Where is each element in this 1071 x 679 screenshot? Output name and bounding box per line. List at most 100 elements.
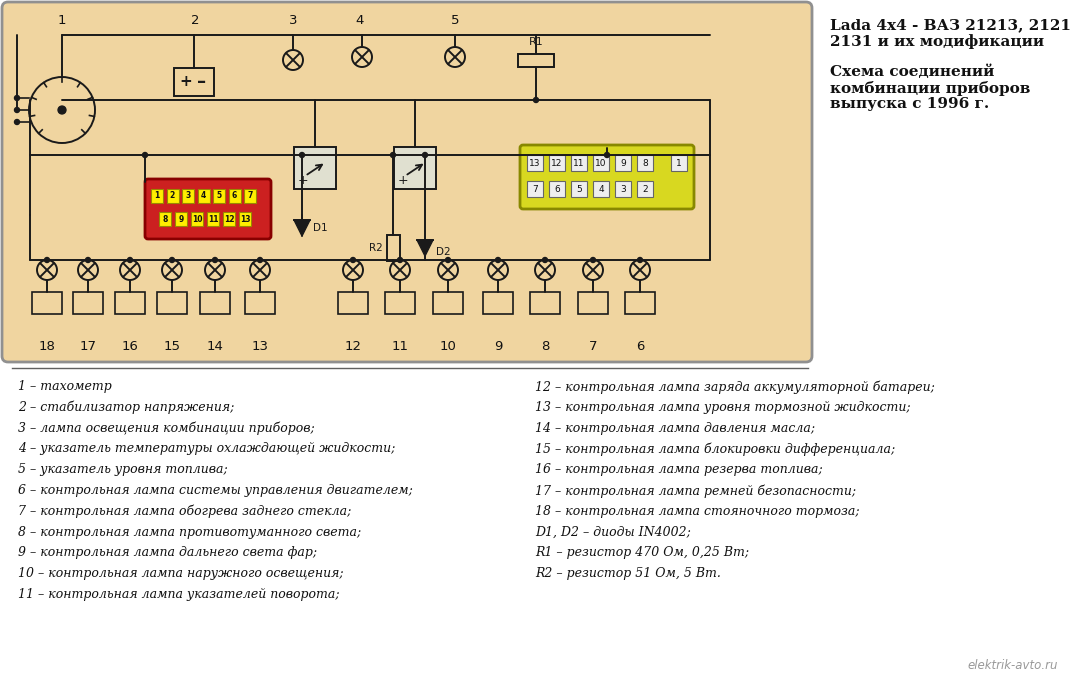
Text: 3 – лампа освещения комбинации приборов;: 3 – лампа освещения комбинации приборов; (18, 422, 315, 435)
Bar (151, 189, 163, 203)
Text: 17 – контрольная лампа ремней безопасности;: 17 – контрольная лампа ремней безопаснос… (536, 484, 856, 498)
Circle shape (142, 153, 148, 158)
Text: 13: 13 (240, 215, 251, 223)
Bar (245, 292, 275, 314)
Text: 8: 8 (163, 215, 168, 223)
Bar (200, 292, 230, 314)
Text: 15 – контрольная лампа блокировки дифференциала;: 15 – контрольная лампа блокировки диффер… (536, 443, 895, 456)
Bar (228, 189, 241, 203)
Text: 11: 11 (208, 215, 218, 223)
Text: +: + (398, 175, 409, 187)
Circle shape (86, 257, 91, 263)
Circle shape (397, 257, 403, 263)
Circle shape (257, 257, 262, 263)
Bar (213, 189, 225, 203)
Text: 4: 4 (201, 191, 206, 200)
Circle shape (58, 106, 66, 114)
Bar (244, 189, 256, 203)
Text: 5: 5 (216, 191, 222, 200)
Text: 2131 и их модификации: 2131 и их модификации (830, 34, 1044, 49)
Text: Схема соединений: Схема соединений (830, 65, 994, 79)
Text: 9: 9 (620, 158, 625, 168)
Circle shape (15, 107, 19, 113)
FancyBboxPatch shape (2, 2, 812, 362)
Text: 1: 1 (58, 14, 66, 27)
Text: R1 – резистор 470 Ом, 0,25 Вт;: R1 – резистор 470 Ом, 0,25 Вт; (536, 547, 749, 559)
Bar (615, 181, 631, 197)
Text: 18 – контрольная лампа стояночного тормоза;: 18 – контрольная лампа стояночного тормо… (536, 504, 860, 518)
Text: 11: 11 (573, 158, 585, 168)
Bar (615, 155, 631, 171)
Text: 18: 18 (39, 340, 56, 353)
Text: 6 – контрольная лампа системы управления двигателем;: 6 – контрольная лампа системы управления… (18, 484, 413, 497)
Bar (73, 292, 103, 314)
Text: 5: 5 (451, 14, 459, 27)
Text: 6: 6 (554, 185, 560, 194)
Text: D1, D2 – диоды IN4002;: D1, D2 – диоды IN4002; (536, 526, 691, 538)
Bar (593, 155, 609, 171)
Text: Lada 4x4 - ВАЗ 21213, 21214,: Lada 4x4 - ВАЗ 21213, 21214, (830, 18, 1071, 32)
Text: 14 – контрольная лампа давления масла;: 14 – контрольная лампа давления масла; (536, 422, 815, 435)
Bar (549, 181, 565, 197)
Text: 7: 7 (247, 191, 253, 200)
Bar (175, 212, 187, 226)
Bar (571, 181, 587, 197)
Bar (637, 181, 653, 197)
Bar (191, 212, 203, 226)
Bar (32, 292, 62, 314)
Bar (672, 155, 687, 171)
Text: 13: 13 (529, 158, 541, 168)
Bar (223, 212, 235, 226)
Bar (433, 292, 463, 314)
Bar (637, 155, 653, 171)
Circle shape (496, 257, 500, 263)
Bar (207, 212, 218, 226)
FancyBboxPatch shape (145, 179, 271, 239)
Text: 1: 1 (154, 191, 160, 200)
Text: 9: 9 (179, 215, 183, 223)
Circle shape (127, 257, 133, 263)
Text: R1: R1 (529, 37, 543, 47)
Text: 2 – стабилизатор напряжения;: 2 – стабилизатор напряжения; (18, 401, 235, 414)
Text: 10: 10 (439, 340, 456, 353)
Bar (625, 292, 655, 314)
Bar (578, 292, 608, 314)
Text: D2: D2 (436, 247, 451, 257)
Text: 9 – контрольная лампа дальнего света фар;: 9 – контрольная лампа дальнего света фар… (18, 547, 317, 559)
Text: 2: 2 (191, 14, 199, 27)
Circle shape (15, 96, 19, 100)
Text: 4 – указатель температуры охлаждающей жидкости;: 4 – указатель температуры охлаждающей жи… (18, 443, 395, 456)
Text: 12: 12 (552, 158, 562, 168)
Circle shape (590, 257, 595, 263)
Bar (157, 292, 187, 314)
Bar (530, 292, 560, 314)
Bar (338, 292, 368, 314)
Text: 2: 2 (643, 185, 648, 194)
Bar (295, 147, 336, 189)
Text: 3: 3 (185, 191, 191, 200)
Bar (239, 212, 251, 226)
Text: 6: 6 (232, 191, 237, 200)
Text: R2: R2 (369, 243, 383, 253)
Circle shape (15, 120, 19, 124)
Bar (387, 235, 399, 261)
Circle shape (533, 98, 539, 103)
Text: 7 – контрольная лампа обогрева заднего стекла;: 7 – контрольная лампа обогрева заднего с… (18, 504, 351, 518)
Circle shape (637, 257, 643, 263)
Text: 16: 16 (122, 340, 138, 353)
Text: 10: 10 (192, 215, 202, 223)
Text: 3: 3 (289, 14, 298, 27)
Text: 7: 7 (532, 185, 538, 194)
Circle shape (212, 257, 217, 263)
Bar (549, 155, 565, 171)
Text: elektrik-avto.ru: elektrik-avto.ru (967, 659, 1058, 672)
Bar (483, 292, 513, 314)
Text: +: + (298, 175, 308, 187)
Circle shape (350, 257, 356, 263)
Polygon shape (417, 240, 433, 256)
Text: 17: 17 (79, 340, 96, 353)
Circle shape (543, 257, 547, 263)
Text: +: + (180, 75, 193, 90)
Text: 4: 4 (599, 185, 604, 194)
Circle shape (604, 153, 609, 158)
